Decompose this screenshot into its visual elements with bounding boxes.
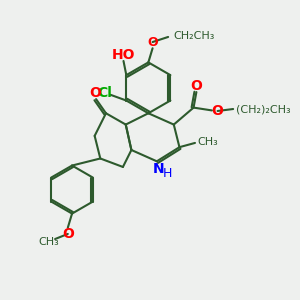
Text: CH₃: CH₃ <box>38 237 59 248</box>
Text: (CH₂)₂CH₃: (CH₂)₂CH₃ <box>236 104 291 114</box>
Text: N: N <box>152 162 164 176</box>
Text: CH₃: CH₃ <box>197 137 218 147</box>
Text: HO: HO <box>112 48 135 62</box>
Text: Cl: Cl <box>98 86 112 100</box>
Text: CH₂CH₃: CH₂CH₃ <box>174 31 215 40</box>
Text: O: O <box>147 35 158 49</box>
Text: O: O <box>190 79 202 93</box>
Text: O: O <box>62 227 74 241</box>
Text: O: O <box>212 104 224 118</box>
Text: H: H <box>163 167 172 180</box>
Text: O: O <box>89 86 101 100</box>
